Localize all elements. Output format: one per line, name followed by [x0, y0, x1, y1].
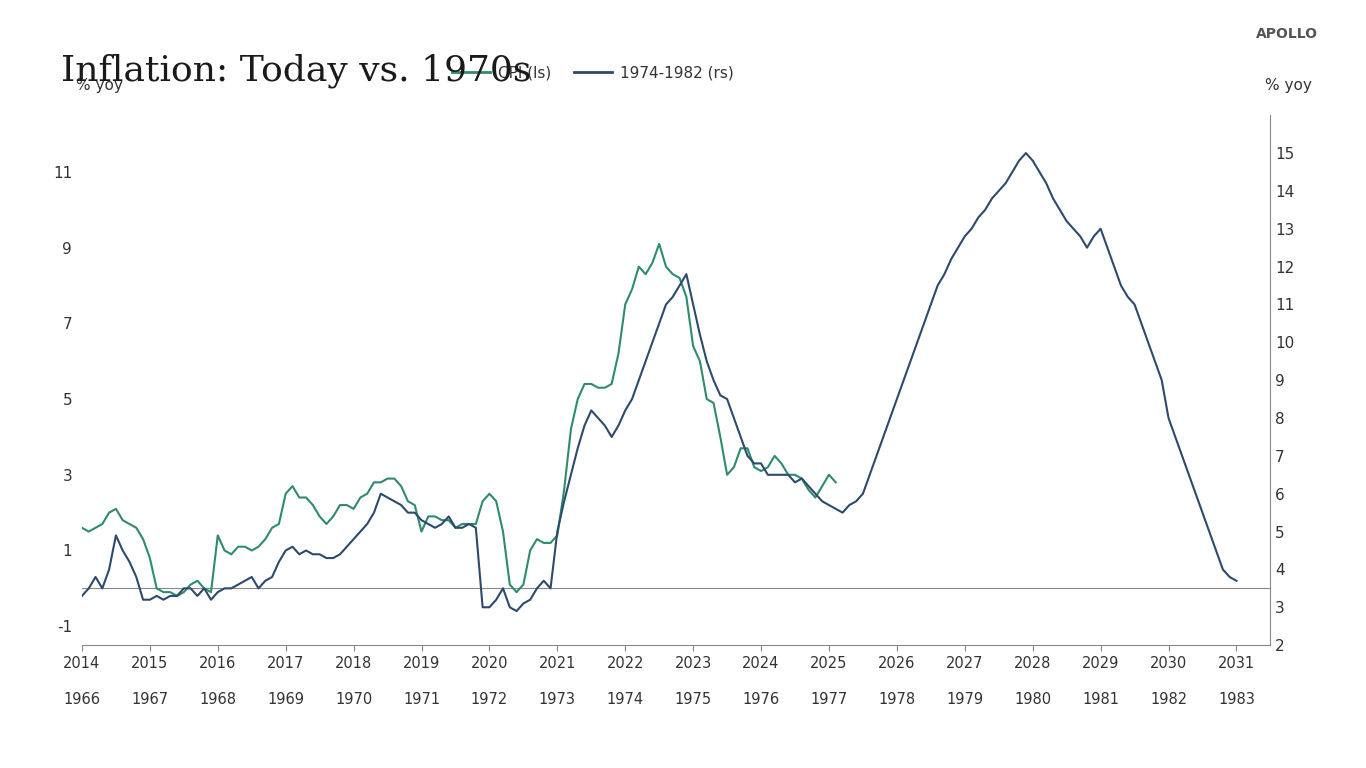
Text: % yoy: % yoy [1265, 78, 1311, 93]
Text: % yoy: % yoy [76, 78, 123, 93]
Text: APOLLO: APOLLO [1257, 27, 1318, 41]
Text: Inflation: Today vs. 1970s: Inflation: Today vs. 1970s [61, 54, 531, 88]
Legend: CPI (ls), 1974-1982 (rs): CPI (ls), 1974-1982 (rs) [447, 59, 740, 87]
